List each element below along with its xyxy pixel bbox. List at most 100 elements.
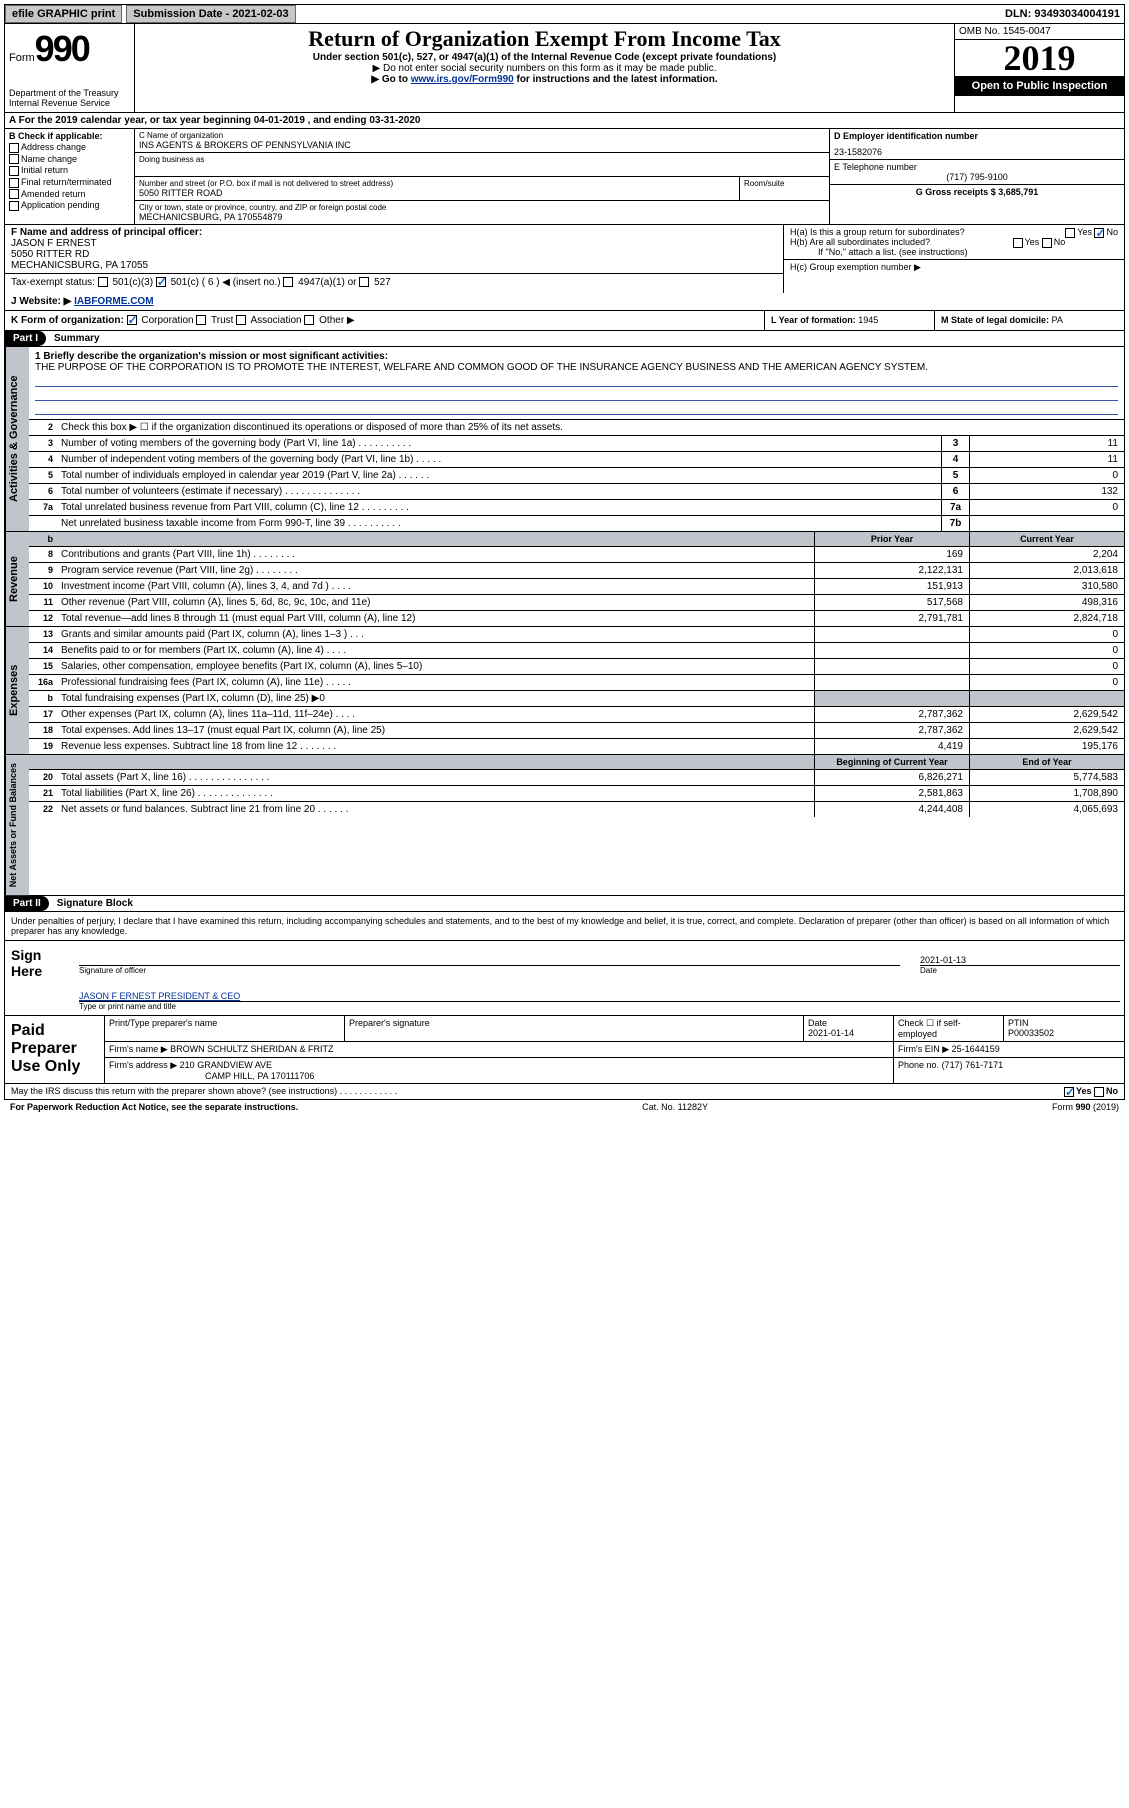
hdr-beginning: Beginning of Current Year (814, 755, 969, 769)
current-value: 0 (969, 627, 1124, 642)
line-value: 11 (969, 452, 1124, 467)
discuss-yes[interactable] (1064, 1087, 1074, 1097)
ptin-value: P00033502 (1008, 1028, 1054, 1038)
paid-grid: Print/Type preparer's name Preparer's si… (105, 1016, 1124, 1083)
q2-row: 2 Check this box ▶ ☐ if the organization… (29, 419, 1124, 435)
cat-no: Cat. No. 11282Y (642, 1102, 708, 1112)
hb-yes[interactable] (1013, 238, 1023, 248)
discuss-no[interactable] (1094, 1087, 1104, 1097)
sig-date-label: Date (920, 966, 1120, 975)
tel-label: E Telephone number (834, 162, 1120, 172)
row-a-text: A For the 2019 calendar year, or tax yea… (9, 115, 420, 126)
col-m: M State of legal domicile: PA (934, 311, 1124, 330)
part1-title: Summary (46, 331, 108, 346)
chk-name-change[interactable]: Name change (9, 154, 130, 165)
dba-label: Doing business as (139, 155, 825, 164)
prior-value (814, 675, 969, 690)
line-num: 7a (29, 500, 57, 515)
current-value: 1,708,890 (969, 786, 1124, 801)
part2-header: Part II Signature Block (4, 896, 1125, 912)
ha-row: H(a) Is this a group return for subordin… (790, 227, 1118, 237)
chk-address-change[interactable]: Address change (9, 142, 130, 153)
yes-lbl: Yes (1025, 237, 1040, 247)
prior-value: 6,826,271 (814, 770, 969, 785)
gross-value: 3,685,791 (998, 187, 1038, 197)
current-value (969, 691, 1124, 706)
chk-other[interactable] (304, 315, 314, 325)
discuss-row: May the IRS discuss this return with the… (5, 1083, 1124, 1099)
line-num: 4 (29, 452, 57, 467)
table-row: 7a Total unrelated business revenue from… (29, 499, 1124, 515)
officer-name: JASON F ERNEST (11, 238, 97, 249)
hdr-current: Current Year (969, 532, 1124, 546)
chk-501c[interactable] (156, 277, 166, 287)
table-row: 22 Net assets or fund balances. Subtract… (29, 801, 1124, 817)
ha-yes[interactable] (1065, 228, 1075, 238)
current-value: 0 (969, 659, 1124, 674)
hb-no[interactable] (1042, 238, 1052, 248)
line-num: b (29, 691, 57, 706)
blank: b (29, 532, 57, 546)
preparer-row: Print/Type preparer's name Preparer's si… (105, 1016, 1124, 1042)
row-klm: K Form of organization: Corporation Trus… (4, 311, 1125, 331)
activities-section: Activities & Governance 1 Briefly descri… (4, 347, 1125, 532)
table-row: 11 Other revenue (Part VIII, column (A),… (29, 594, 1124, 610)
hdr-end: End of Year (969, 755, 1124, 769)
opt-501c: 501(c) ( 6 ) ◀ (insert no.) (171, 277, 281, 288)
line-value: 11 (969, 436, 1124, 451)
ha-no[interactable] (1094, 228, 1104, 238)
part2-title: Signature Block (49, 896, 141, 911)
form-number: 990 (35, 28, 89, 69)
current-value: 2,204 (969, 547, 1124, 562)
col-b-checkboxes: B Check if applicable: Address change Na… (5, 129, 135, 224)
chk-final-return[interactable]: Final return/terminated (9, 177, 130, 188)
table-row: 9 Program service revenue (Part VIII, li… (29, 562, 1124, 578)
tel-value: (717) 795-9100 (834, 172, 1120, 182)
k-label: K Form of organization: (11, 315, 124, 326)
line-desc: Total revenue—add lines 8 through 11 (mu… (57, 611, 814, 626)
line-desc: Total number of volunteers (estimate if … (57, 484, 941, 499)
block-fh: F Name and address of principal officer:… (4, 224, 1125, 293)
line-num: 11 (29, 595, 57, 610)
prior-value: 517,568 (814, 595, 969, 610)
chk-trust[interactable] (196, 315, 206, 325)
mission-block: 1 Briefly describe the organization's mi… (29, 347, 1124, 419)
opt-4947: 4947(a)(1) or (298, 277, 356, 288)
line-desc: Other revenue (Part VIII, column (A), li… (57, 595, 814, 610)
chk-assoc[interactable] (236, 315, 246, 325)
prior-value: 151,913 (814, 579, 969, 594)
officer-name-title[interactable]: JASON F ERNEST PRESIDENT & CEO (79, 991, 240, 1001)
chk-app-pending[interactable]: Application pending (9, 200, 130, 211)
firm-phone: (717) 761-7171 (942, 1060, 1004, 1070)
line-num: 14 (29, 643, 57, 658)
officer-sig-line[interactable] (79, 945, 900, 966)
line-num: 6 (29, 484, 57, 499)
no-lbl: No (1054, 237, 1066, 247)
chk-lbl: Application pending (21, 200, 100, 210)
chk-corp[interactable] (127, 315, 137, 325)
prior-value: 2,787,362 (814, 723, 969, 738)
table-row: 19 Revenue less expenses. Subtract line … (29, 738, 1124, 754)
irs-link[interactable]: www.irs.gov/Form990 (411, 74, 514, 85)
page-footer: For Paperwork Reduction Act Notice, see … (4, 1100, 1125, 1114)
website-label: J Website: ▶ (11, 296, 71, 307)
website-link[interactable]: IABFORME.COM (74, 296, 153, 307)
blank (57, 532, 814, 546)
line-desc: Investment income (Part VIII, column (A)… (57, 579, 814, 594)
perjury-statement: Under penalties of perjury, I declare th… (5, 912, 1124, 940)
tax-status-label: Tax-exempt status: (11, 277, 95, 288)
self-employed-chk[interactable]: Check ☐ if self-employed (894, 1016, 1004, 1041)
line-num: 16a (29, 675, 57, 690)
table-row: 6 Total number of volunteers (estimate i… (29, 483, 1124, 499)
ein-cell: D Employer identification number 23-1582… (830, 129, 1124, 160)
chk-amended[interactable]: Amended return (9, 189, 130, 200)
chk-527[interactable] (359, 277, 369, 287)
firm-name: BROWN SCHULTZ SHERIDAN & FRITZ (170, 1044, 333, 1054)
chk-4947[interactable] (283, 277, 293, 287)
submission-date: Submission Date - 2021-02-03 (126, 5, 295, 23)
m-label: M State of legal domicile: (941, 315, 1049, 325)
current-value: 0 (969, 675, 1124, 690)
chk-501c3[interactable] (98, 277, 108, 287)
chk-initial-return[interactable]: Initial return (9, 165, 130, 176)
line-desc: Total assets (Part X, line 16) . . . . .… (57, 770, 814, 785)
